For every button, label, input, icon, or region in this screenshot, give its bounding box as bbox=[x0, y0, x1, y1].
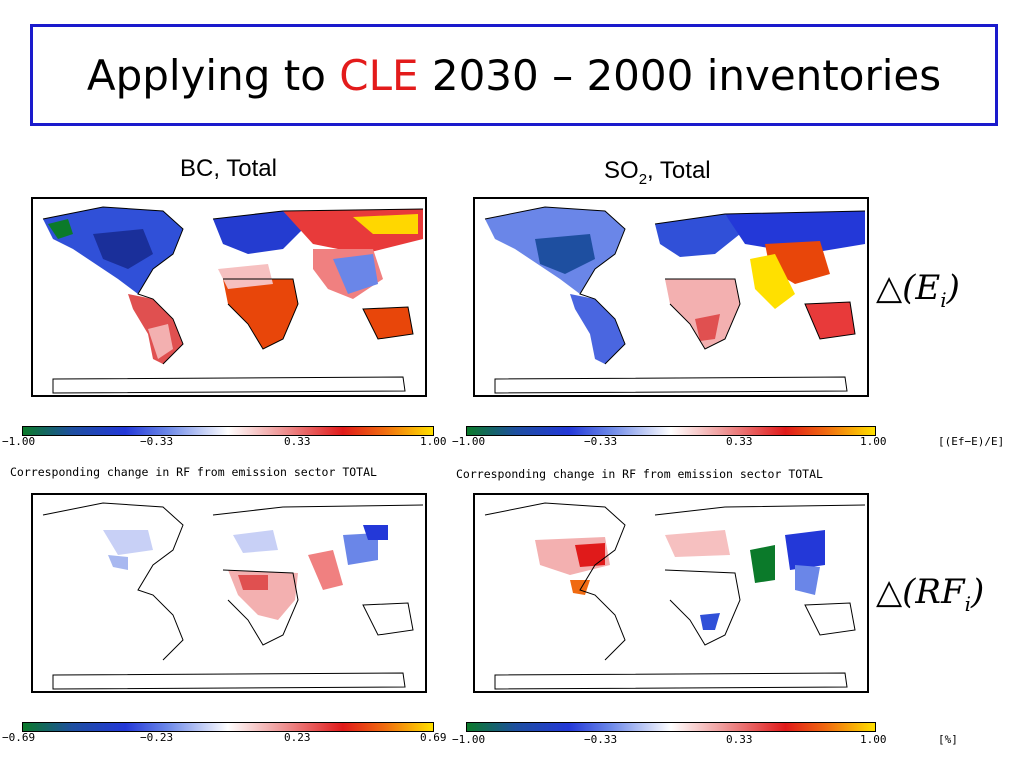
tick-tl-3: 1.00 bbox=[420, 435, 447, 448]
colorbar-top-right bbox=[466, 426, 876, 436]
title-highlight: CLE bbox=[339, 50, 419, 100]
map-so2-rf bbox=[473, 493, 869, 693]
title-part1: Applying to bbox=[86, 50, 340, 100]
caption-left: Corresponding change in RF from emission… bbox=[10, 465, 377, 479]
title-box: Applying to CLE 2030 – 2000 inventories bbox=[30, 24, 998, 126]
tick-tl-2: 0.33 bbox=[284, 435, 311, 448]
tick-tr-1: −0.33 bbox=[584, 435, 618, 448]
tick-br-3: 1.00 bbox=[860, 733, 887, 746]
left-column-header: BC, Total bbox=[180, 155, 277, 182]
right-header-rest: , Total bbox=[647, 157, 711, 184]
tick-bl-0: −0.69 bbox=[2, 731, 36, 744]
tick-bl-3: 0.69 bbox=[420, 731, 447, 744]
colorbar-top-left bbox=[22, 426, 434, 436]
rf-triangle: △ bbox=[876, 572, 903, 612]
tick-tr-2: 0.33 bbox=[726, 435, 753, 448]
tick-bl-1: −0.23 bbox=[140, 731, 174, 744]
rf-open-paren: ( bbox=[902, 572, 916, 612]
right-header-main: SO bbox=[604, 157, 639, 184]
map-bc-rf bbox=[31, 493, 427, 693]
rf-row-label: △(RFi) bbox=[876, 572, 984, 616]
title-part2: 2030 – 2000 inventories bbox=[418, 50, 942, 100]
emissions-row-label: △(Ei) bbox=[876, 268, 960, 312]
emissions-close-paren: ) bbox=[946, 268, 960, 308]
tick-br-2: 0.33 bbox=[726, 733, 753, 746]
tick-tl-1: −0.33 bbox=[140, 435, 174, 448]
slide-title: Applying to CLE 2030 – 2000 inventories bbox=[87, 51, 941, 100]
tick-tr-0: −1.00 bbox=[452, 435, 486, 448]
map-bc-emissions bbox=[31, 197, 427, 397]
tick-tl-0: −1.00 bbox=[2, 435, 36, 448]
colorbar-bottom-left bbox=[22, 722, 434, 732]
right-header-sub: 2 bbox=[638, 170, 648, 188]
map-so2-emissions bbox=[473, 197, 869, 397]
tick-br-0: −1.00 bbox=[452, 733, 486, 746]
emissions-triangle: △ bbox=[876, 268, 903, 308]
emissions-var: E bbox=[915, 268, 941, 308]
top-unit: [(Ef−E)/E] bbox=[938, 435, 1005, 448]
tick-bl-2: 0.23 bbox=[284, 731, 311, 744]
caption-right: Corresponding change in RF from emission… bbox=[456, 467, 823, 481]
emissions-open-paren: ( bbox=[902, 268, 916, 308]
colorbar-bottom-right bbox=[466, 722, 876, 732]
rf-close-paren: ) bbox=[971, 572, 985, 612]
bottom-unit: [%] bbox=[938, 733, 958, 746]
tick-tr-3: 1.00 bbox=[860, 435, 887, 448]
tick-br-1: −0.33 bbox=[584, 733, 618, 746]
right-column-header: SO2, Total bbox=[604, 157, 711, 188]
emissions-sub: i bbox=[940, 287, 947, 312]
rf-sub: i bbox=[964, 591, 972, 616]
rf-var: RF bbox=[915, 572, 965, 612]
